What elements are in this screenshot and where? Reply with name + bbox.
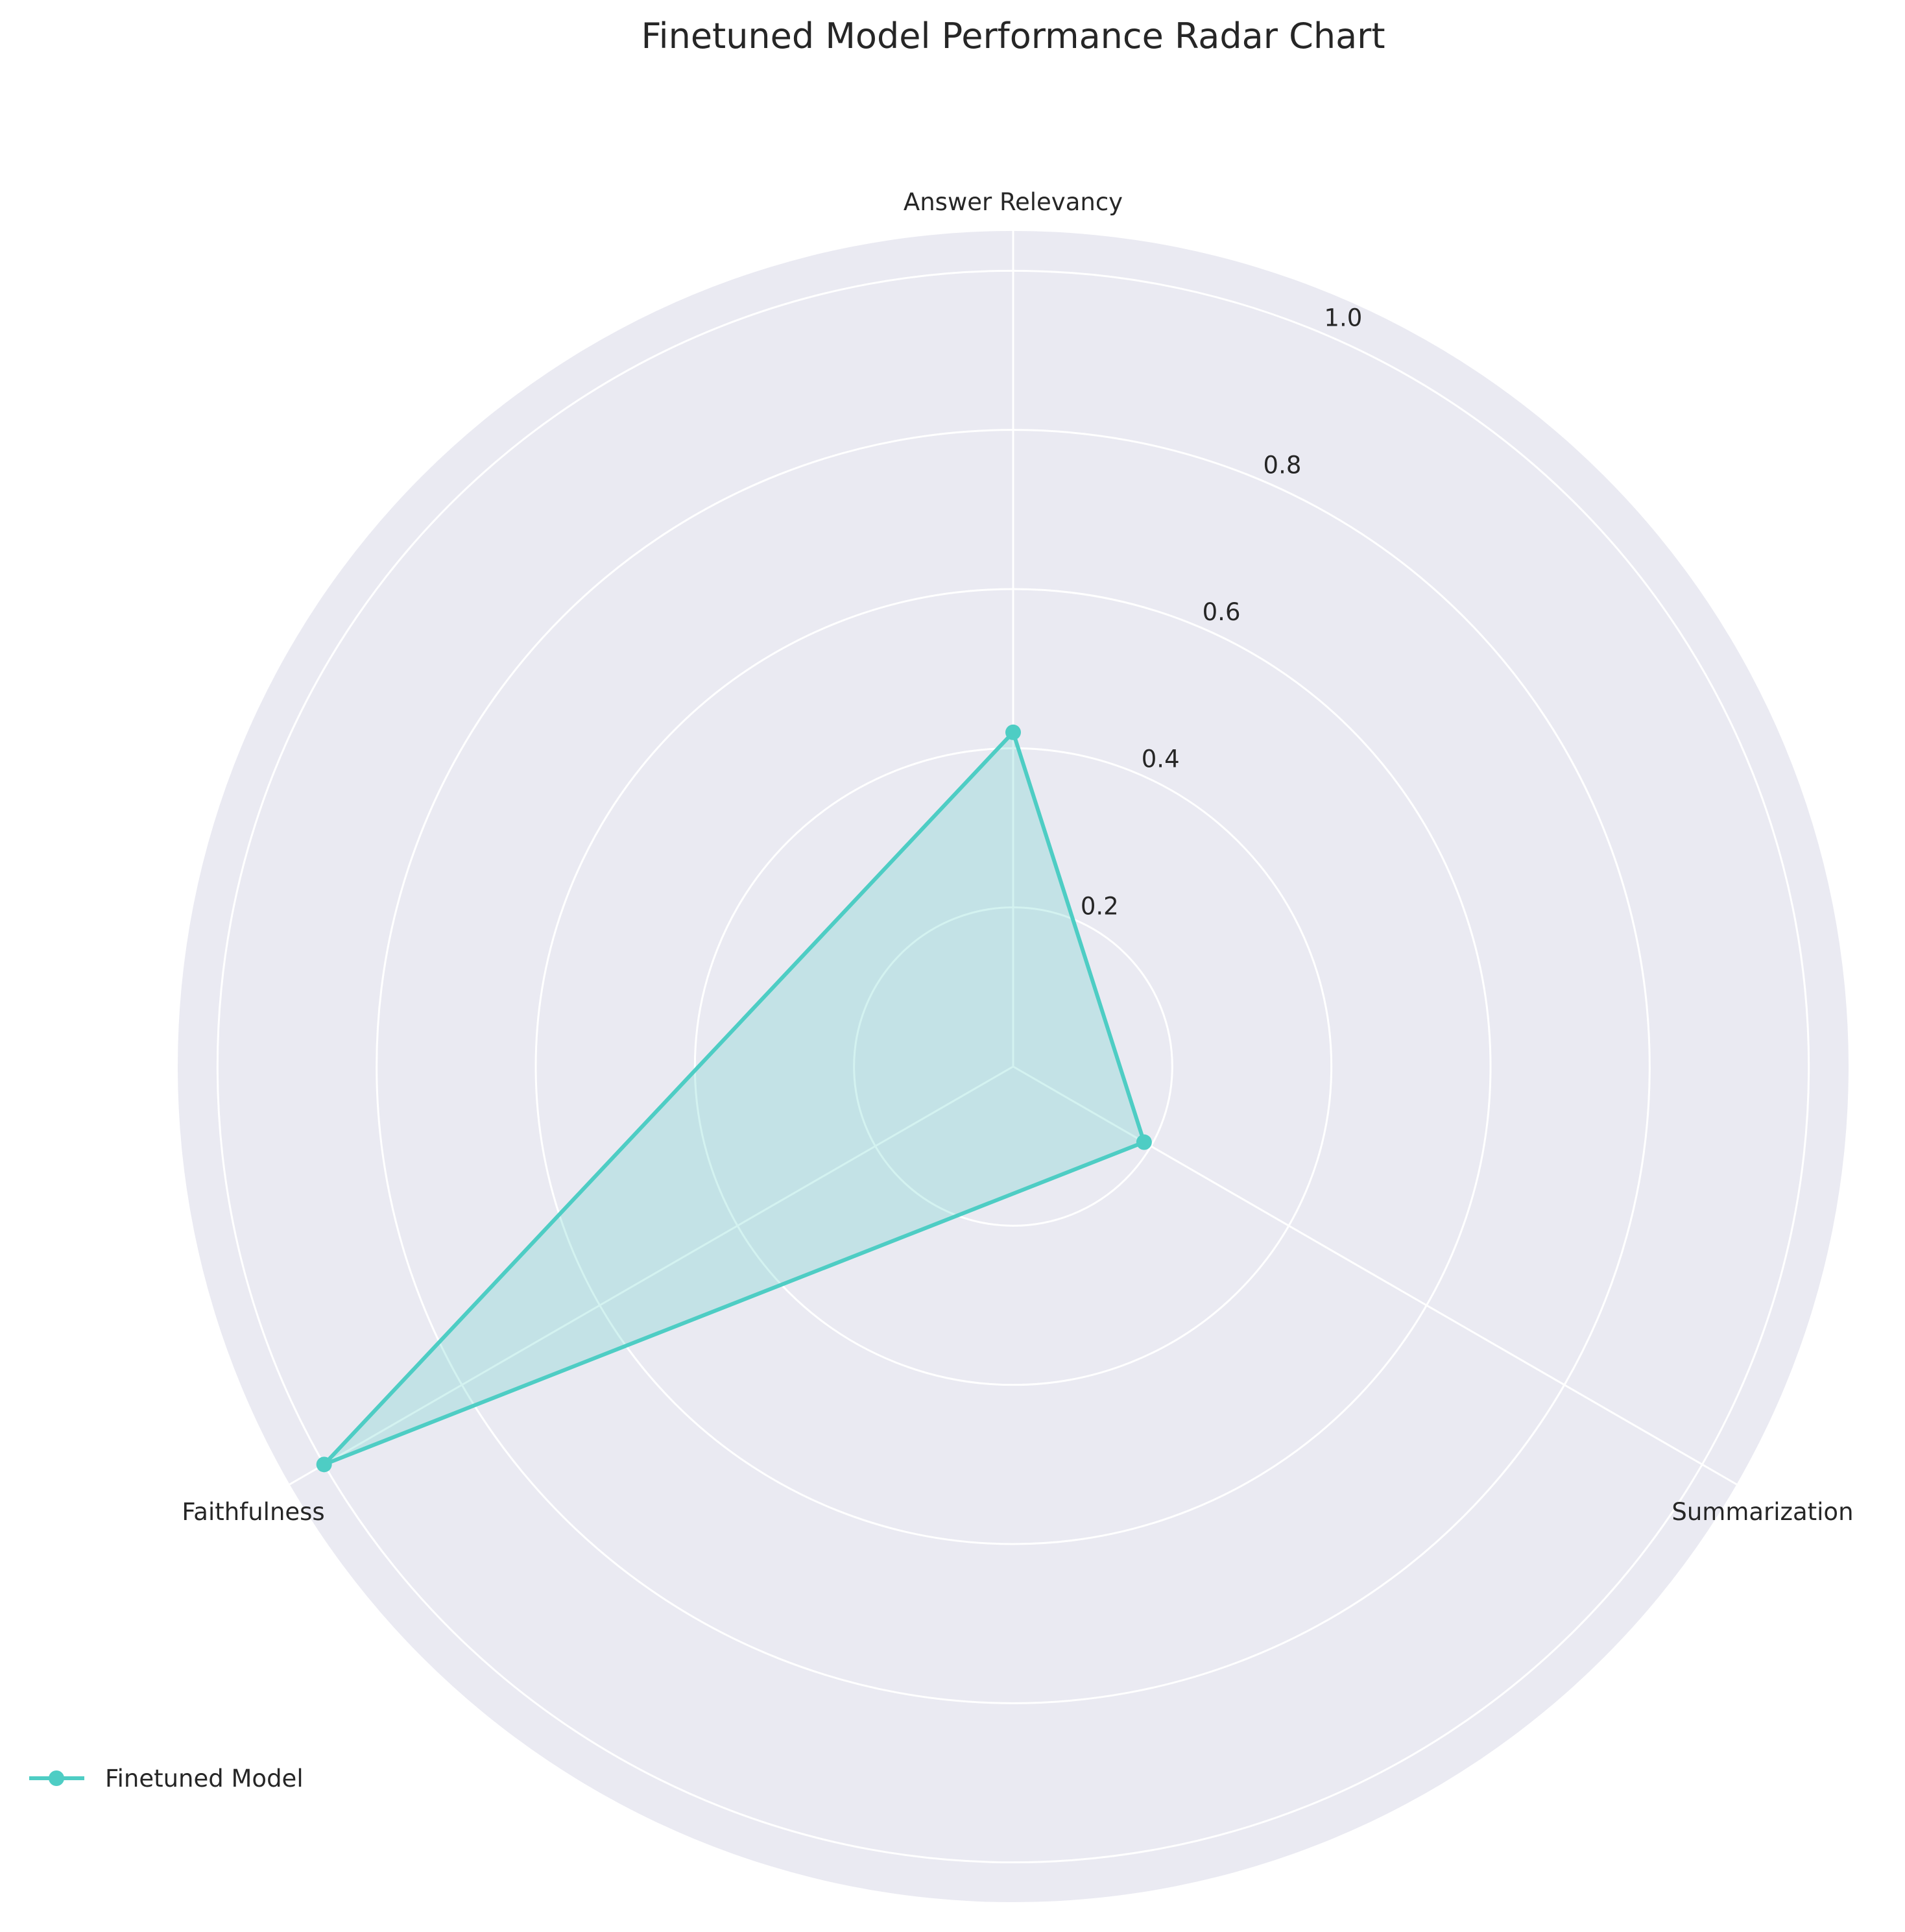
radial-tick-label-3: 0.6 — [1203, 598, 1241, 626]
legend: Finetuned Model — [29, 1765, 304, 1793]
radial-tick-label-2: 0.4 — [1142, 745, 1180, 773]
series-area-1 — [324, 732, 1144, 1465]
axis-spokes — [289, 231, 1738, 1486]
radial-tick-label-1: 0.2 — [1081, 892, 1119, 920]
series-layer — [316, 724, 1152, 1473]
category-label-faithfulness: Faithfulness — [182, 1498, 324, 1526]
legend-marker-finetuned-model — [49, 1770, 64, 1786]
radial-tick-label-4: 0.8 — [1264, 451, 1302, 479]
data-point-summarization — [1136, 1134, 1152, 1150]
legend-label-finetuned-model: Finetuned Model — [105, 1765, 304, 1793]
spoke-2 — [1012, 1065, 1738, 1486]
radial-tick-label-5: 1.0 — [1324, 304, 1362, 332]
data-point-answer-relevancy — [1005, 724, 1021, 740]
category-label-answer-relevancy: Answer Relevancy — [904, 188, 1123, 216]
chart-title: Finetuned Model Performance Radar Chart — [641, 16, 1385, 56]
radial-tick-labels: 0.2 0.4 0.6 0.8 1.0 — [1081, 304, 1362, 921]
category-labels: Answer Relevancy Summarization Faithfulnes… — [182, 188, 1853, 1526]
category-label-summarization: Summarization — [1671, 1498, 1853, 1526]
series-line-1 — [322, 730, 1146, 1467]
data-point-faithfulness — [316, 1456, 332, 1473]
spoke-3 — [289, 1065, 1014, 1486]
